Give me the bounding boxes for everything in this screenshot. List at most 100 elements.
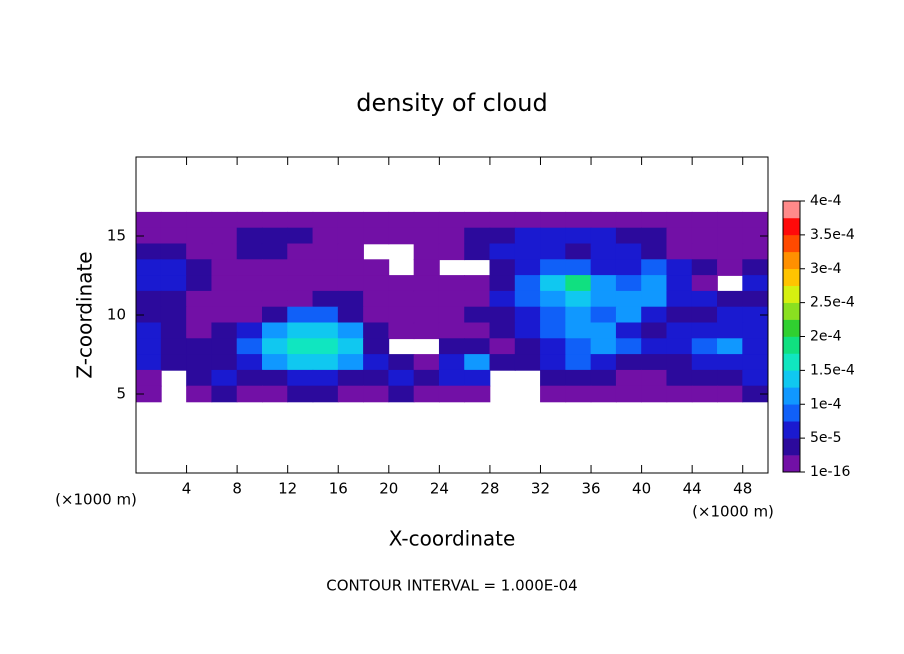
field-cell xyxy=(590,338,617,355)
x-tick-label: 8 xyxy=(232,480,242,498)
field-cell xyxy=(742,243,769,261)
field-cell xyxy=(236,275,263,292)
x-tick-label: 32 xyxy=(531,480,550,498)
field-cell xyxy=(211,211,238,229)
field-cell xyxy=(540,306,567,324)
field-cell xyxy=(363,322,390,340)
field-cell xyxy=(160,354,187,371)
y-unit: (×1000 m) xyxy=(55,491,137,509)
field-cell xyxy=(464,385,491,403)
field-cell xyxy=(540,211,567,229)
field-cell xyxy=(742,259,769,276)
colorbar-swatch xyxy=(783,302,800,320)
field-cell xyxy=(717,338,744,355)
x-tick-label: 12 xyxy=(278,480,297,498)
field-cell xyxy=(666,275,693,292)
field-cell xyxy=(287,259,314,276)
field-cell xyxy=(514,354,541,371)
field-cell xyxy=(388,369,415,387)
field-cell xyxy=(413,354,440,371)
field-cell xyxy=(337,275,364,292)
field-cell xyxy=(211,306,238,324)
field-cell xyxy=(464,306,491,324)
colorbar-swatch xyxy=(783,404,800,422)
field-cell xyxy=(261,306,289,324)
field-cell xyxy=(666,259,693,276)
field-cell xyxy=(717,227,744,245)
field-cell xyxy=(666,227,693,245)
x-tick-label: 40 xyxy=(632,480,651,498)
field-cell xyxy=(717,243,744,261)
field-cell xyxy=(211,290,238,308)
field-cell xyxy=(438,306,466,324)
field-cell xyxy=(590,385,617,403)
field-cell xyxy=(337,259,364,276)
field-cell xyxy=(565,322,592,340)
field-cell xyxy=(489,338,516,355)
colorbar-swatch xyxy=(783,201,800,219)
field-cell xyxy=(337,227,364,245)
field-cell xyxy=(236,306,263,324)
field-cell xyxy=(540,243,567,261)
field-cell xyxy=(160,227,187,245)
colorbar-swatch xyxy=(783,319,800,337)
field-cell xyxy=(615,211,643,229)
field-cell xyxy=(287,227,314,245)
field-cell xyxy=(261,259,289,276)
field-cell xyxy=(337,322,364,340)
field-cell xyxy=(438,227,466,245)
field-cell xyxy=(641,354,668,371)
field-cell xyxy=(186,385,213,403)
field-cell xyxy=(363,227,390,245)
colorbar-swatch xyxy=(783,217,800,236)
field-cell xyxy=(514,227,541,245)
field-cell xyxy=(363,354,390,371)
colorbar-swatch xyxy=(783,370,800,388)
x-tick-label: 20 xyxy=(379,480,398,498)
field-cell xyxy=(236,211,263,229)
field-cell xyxy=(413,385,440,403)
field-cell xyxy=(540,354,567,371)
field-cell xyxy=(691,385,718,403)
field-cell xyxy=(590,243,617,261)
y-tick-label: 10 xyxy=(107,306,126,324)
field-cell xyxy=(742,322,769,340)
colorbar-swatch xyxy=(783,234,800,253)
field-cell xyxy=(160,259,187,276)
field-cell xyxy=(540,259,567,276)
colorbar-tick-label: 5e-5 xyxy=(810,430,841,446)
field-cell xyxy=(261,322,289,340)
field-cell xyxy=(186,243,213,261)
field-cell xyxy=(211,322,238,340)
field-cell xyxy=(615,306,643,324)
field-cell xyxy=(666,290,693,308)
field-cell xyxy=(413,306,440,324)
field-cell xyxy=(464,338,491,355)
field-cell xyxy=(514,259,541,276)
field-cell xyxy=(540,290,567,308)
field-cell xyxy=(666,369,693,387)
field-cell xyxy=(261,354,289,371)
field-cell xyxy=(186,259,213,276)
field-cell xyxy=(489,354,516,371)
field-cell xyxy=(413,290,440,308)
x-tick-label: 28 xyxy=(480,480,499,498)
field-cell xyxy=(135,259,162,276)
field-cell xyxy=(363,306,390,324)
colorbar-swatch xyxy=(783,336,800,354)
colorbar-tick-label: 1e-16 xyxy=(810,464,850,480)
field-cell xyxy=(615,369,643,387)
field-cell xyxy=(388,211,415,229)
field-cell xyxy=(135,290,162,308)
field-cell xyxy=(186,354,213,371)
field-cell xyxy=(261,243,289,261)
field-cell xyxy=(337,306,364,324)
field-cell xyxy=(641,338,668,355)
field-cell xyxy=(337,354,364,371)
field-cell xyxy=(590,306,617,324)
x-tick-label: 36 xyxy=(581,480,600,498)
field-cell xyxy=(565,227,592,245)
field-cell xyxy=(514,275,541,292)
field-cell xyxy=(641,227,668,245)
field-cell xyxy=(135,275,162,292)
